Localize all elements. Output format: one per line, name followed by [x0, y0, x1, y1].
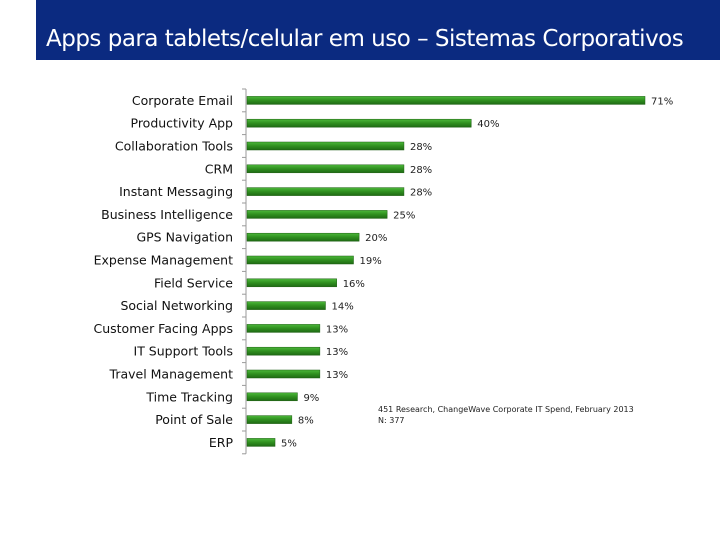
- value-label: 5%: [281, 438, 297, 449]
- bar: [246, 369, 321, 379]
- value-label: 25%: [393, 210, 415, 221]
- category-label: Instant Messaging: [119, 184, 233, 199]
- bar: [246, 301, 326, 310]
- bar: [246, 392, 298, 402]
- bar: [246, 210, 388, 219]
- bar: [246, 346, 321, 356]
- value-label: 13%: [326, 324, 348, 335]
- category-label: Social Networking: [120, 298, 233, 313]
- title-bar: Apps para tablets/celular em uso – Siste…: [36, 0, 720, 60]
- category-label: Field Service: [154, 275, 233, 290]
- bar: [246, 96, 646, 105]
- category-label: Collaboration Tools: [115, 139, 233, 154]
- value-label: 28%: [410, 142, 432, 153]
- category-label: CRM: [205, 161, 233, 176]
- category-label: Business Intelligence: [101, 207, 233, 222]
- value-label: 28%: [410, 188, 432, 199]
- slide-title: Apps para tablets/celular em uso – Siste…: [46, 26, 684, 52]
- value-label: 28%: [410, 165, 432, 176]
- value-label: 16%: [343, 279, 365, 290]
- bar: [246, 118, 472, 128]
- category-label: GPS Navigation: [136, 230, 233, 245]
- source-line: 451 Research, ChangeWave Corporate IT Sp…: [378, 405, 634, 414]
- value-label: 8%: [298, 416, 314, 427]
- bar: [246, 255, 354, 265]
- value-label: 19%: [360, 256, 382, 267]
- value-label: 40%: [477, 119, 499, 130]
- source-note: 451 Research, ChangeWave Corporate IT Sp…: [378, 404, 634, 426]
- bar: [246, 438, 276, 447]
- bar: [246, 232, 360, 242]
- bar: [246, 187, 405, 196]
- category-label: Expense Management: [94, 253, 233, 268]
- category-label: ERP: [209, 435, 234, 450]
- category-label: Time Tracking: [145, 389, 233, 404]
- bar: [246, 415, 293, 424]
- category-label: Travel Management: [109, 367, 234, 382]
- value-label: 14%: [331, 302, 353, 313]
- value-label: 71%: [651, 96, 673, 107]
- value-label: 13%: [326, 370, 348, 381]
- category-label: Productivity App: [131, 116, 234, 131]
- category-label: Point of Sale: [155, 412, 233, 427]
- bar: [246, 141, 405, 151]
- value-label: 20%: [365, 233, 387, 244]
- category-label: IT Support Tools: [134, 344, 233, 359]
- bar: [246, 164, 405, 174]
- value-label: 9%: [303, 393, 319, 404]
- bar: [246, 324, 321, 333]
- value-label: 13%: [326, 347, 348, 358]
- sample-size: N: 377: [378, 416, 405, 425]
- category-label: Customer Facing Apps: [93, 321, 233, 336]
- bar: [246, 278, 337, 288]
- category-label: Corporate Email: [132, 93, 233, 108]
